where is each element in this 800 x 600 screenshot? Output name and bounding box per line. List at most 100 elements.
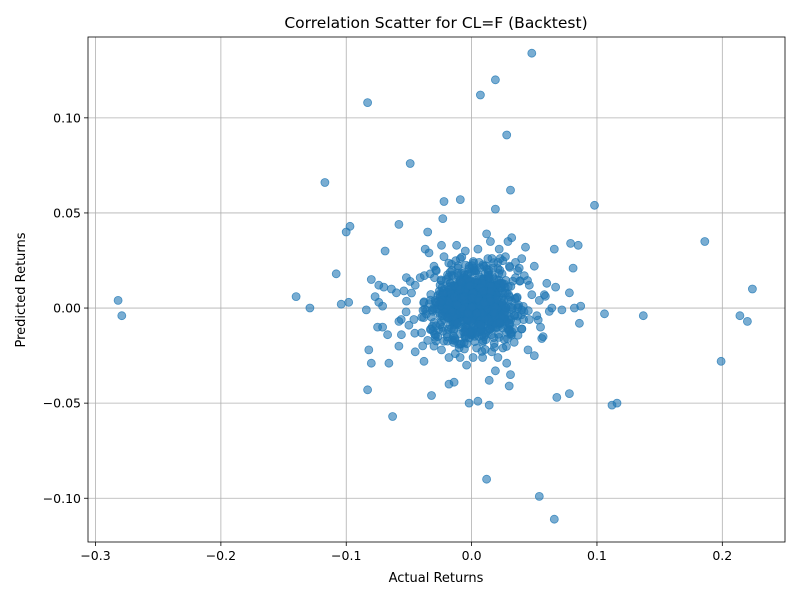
data-point [506,370,515,380]
data-point [493,257,503,267]
data-point [452,240,462,250]
data-point [462,360,472,370]
data-point [420,244,430,254]
data-point [455,254,465,264]
data-point [433,332,443,342]
cluster-point [489,308,499,318]
data-point [490,75,500,85]
cluster-point [446,324,456,334]
cluster-point [426,290,436,299]
data-point [511,257,520,267]
cluster-point [438,326,448,336]
cluster-point [419,297,429,307]
data-points [113,48,757,524]
data-point [394,341,404,351]
data-point [464,398,474,408]
data-point [405,159,415,168]
data-point [383,330,393,340]
data-point [473,396,483,406]
data-point [524,315,534,324]
cluster-point [513,311,523,321]
data-point [464,261,474,271]
cluster-point [467,302,477,312]
cluster-point [468,353,478,362]
cluster-point [476,320,486,330]
data-point [600,309,609,319]
y-tick-label: 0.00 [53,301,81,316]
data-point [417,328,426,338]
cluster-point [431,297,440,307]
data-point [425,269,435,279]
cluster-point [443,313,452,323]
data-point [378,322,388,332]
y-axis-ticks: −0.10 −0.05 0.00 0.05 0.10 [43,110,88,506]
data-point [344,297,354,307]
data-point [527,290,537,300]
data-point [363,385,373,395]
grid [88,37,785,542]
data-point [447,259,456,269]
cluster-point [455,284,465,294]
cluster-point [485,324,495,334]
data-point [336,299,346,309]
data-point [117,311,127,321]
data-point [361,305,371,315]
data-point [529,261,539,271]
data-point [502,130,512,140]
cluster-point [450,333,459,343]
data-point [455,195,465,205]
data-point [748,284,757,294]
cluster-point [484,273,494,283]
cluster-point [418,341,428,351]
data-point [341,227,351,237]
data-point [549,514,559,524]
data-point [419,356,429,366]
cluster-point [459,292,469,302]
data-point [552,392,562,402]
data-point [437,345,446,355]
data-point [113,295,123,305]
dense-point-cluster [396,252,554,362]
data-point [394,219,404,229]
data-point [472,343,482,353]
data-point [320,178,330,187]
data-point [439,252,449,262]
cluster-point [465,281,475,291]
data-point [484,375,494,385]
data-point [363,98,373,107]
data-point [498,343,508,353]
data-point [551,282,560,292]
data-point [396,330,406,340]
cluster-point [506,329,516,339]
data-point [460,246,470,256]
data-point [504,381,514,391]
data-point [493,353,503,362]
data-point [523,345,533,355]
y-tick-label: 0.10 [53,110,81,125]
data-point [536,322,545,332]
cluster-point [419,313,429,323]
data-point [549,244,559,254]
data-point [415,273,425,283]
data-point [423,227,433,237]
data-point [534,295,544,305]
data-point [524,280,534,290]
data-point [482,474,492,484]
data-point [399,286,409,296]
x-tick-label: −0.3 [80,548,110,563]
data-point [437,240,446,250]
data-point [378,301,388,311]
data-point [429,341,439,351]
data-point [479,332,489,342]
x-tick-label: −0.2 [206,548,236,563]
cluster-point [471,268,480,278]
cluster-point [494,269,504,278]
y-axis-label: Predicted Returns [14,232,29,347]
data-point [487,347,497,357]
data-point [521,242,530,252]
data-point [404,320,414,330]
data-point [503,237,513,246]
x-tick-label: 0.0 [462,548,482,563]
